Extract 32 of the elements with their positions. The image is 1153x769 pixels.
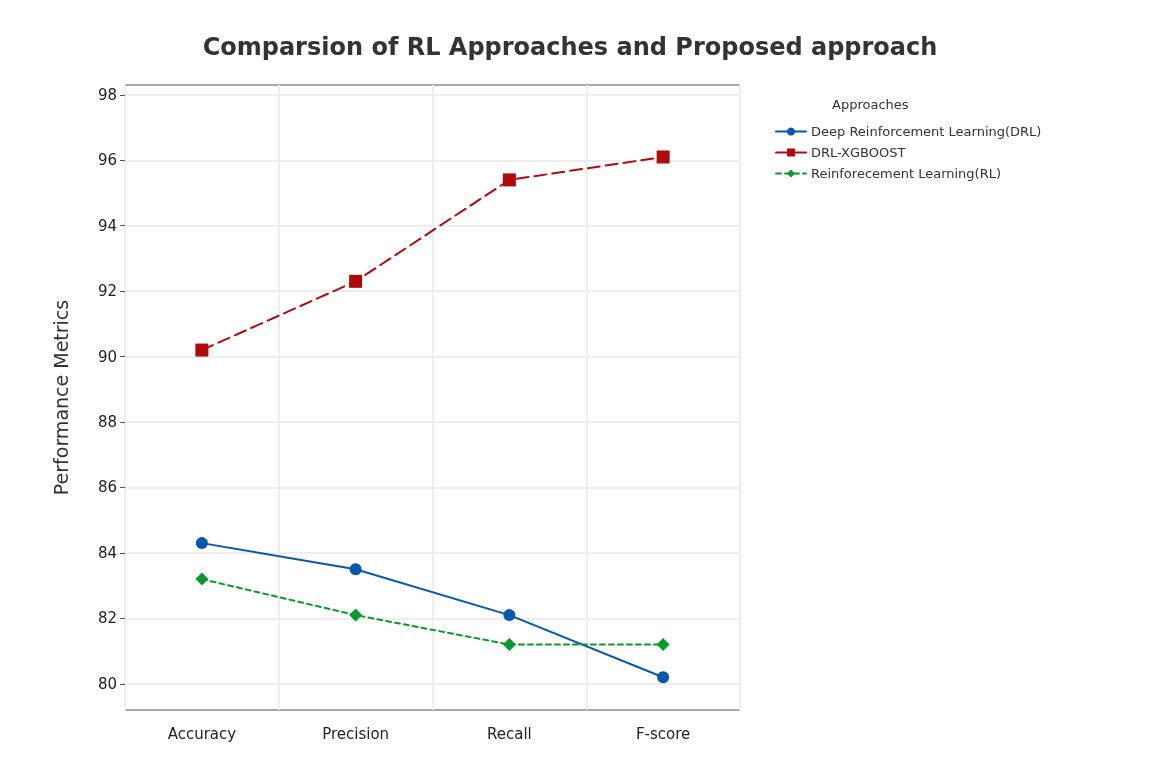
y-axis-title: Performance Metrics	[49, 299, 72, 496]
y-tick-label: 80	[97, 674, 117, 693]
y-tick-label: 98	[97, 85, 117, 104]
point	[349, 563, 362, 576]
x-tick-label: Recall	[486, 724, 532, 743]
point	[195, 537, 208, 550]
point	[502, 173, 516, 187]
y-tick-label: 94	[97, 216, 117, 235]
point	[657, 671, 670, 684]
point	[349, 274, 363, 288]
point	[195, 343, 209, 357]
point	[656, 638, 670, 652]
x-tick-label: F-score	[635, 724, 691, 743]
x-tick-label: Accuracy	[167, 724, 237, 743]
legend-label: Deep Reinforcement Learning(DRL)	[811, 124, 1042, 139]
y-tick-label: 96	[97, 151, 117, 170]
y-tick-label: 82	[97, 609, 117, 628]
point	[503, 609, 516, 622]
y-tick-label: 92	[97, 282, 117, 301]
point	[195, 572, 209, 586]
y-tick-label: 88	[97, 413, 117, 432]
x-tick-label: Precision	[322, 724, 390, 743]
y-tick-label: 84	[97, 543, 117, 562]
chart-title: Comparsion of RL Approaches and Proposed approach	[202, 33, 938, 61]
point	[656, 150, 670, 164]
y-tick-label: 86	[97, 478, 117, 497]
legend-label: Reinforecement Learning(RL)	[811, 166, 1002, 181]
point	[502, 638, 516, 652]
legend-label: DRL-XGBOOST	[811, 145, 906, 160]
y-tick-label: 90	[97, 347, 117, 366]
point	[349, 608, 363, 622]
legend-title: Approaches	[832, 97, 909, 112]
